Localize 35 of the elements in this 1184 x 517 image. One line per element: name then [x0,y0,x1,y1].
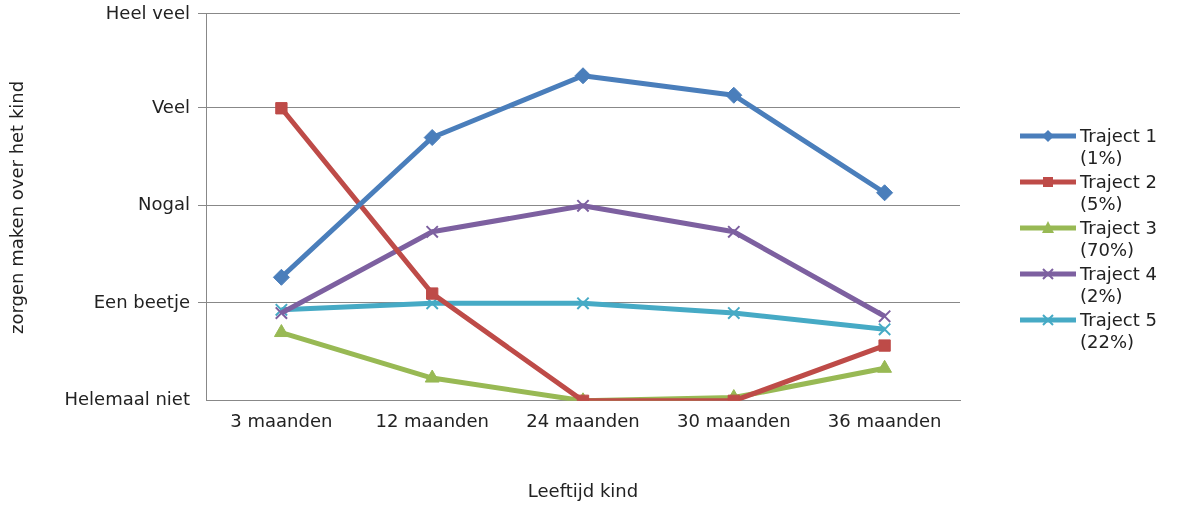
point [576,296,590,310]
point [574,67,592,85]
point [725,86,743,104]
text: zorgen maken over het kind [5,80,27,334]
x-tick-label: 12 maanden [375,410,489,432]
point [727,225,741,239]
ref-line-label: Nogal [138,193,190,215]
legend-label: Traject 5 (22%) [1080,309,1158,353]
point [275,102,288,115]
point [877,322,892,336]
x-tick-label: 24 maanden [526,410,640,432]
x-tick-label: 3 maanden [230,410,333,432]
point [876,184,894,202]
point [576,199,590,213]
point [727,306,741,320]
legend-label: Traject 3 (70%) [1080,217,1158,261]
x-tick-label: 30 maanden [677,410,791,432]
point [425,225,439,239]
point [878,339,891,352]
point [877,309,892,323]
x-axis-title: Leeftijd kind [527,479,639,501]
point [272,268,290,286]
ref-line-label: Heel veel [105,1,190,23]
point [273,324,289,338]
point [426,287,439,300]
legend-label: Traject 4 (2%) [1080,263,1158,307]
x-tick-label: 36 maanden [827,410,942,432]
point [423,129,441,147]
ref-line-label: Veel [151,95,190,117]
point [424,369,440,383]
ref-line-label: Een beetje [93,290,190,312]
legend-label: Traject 1 (1%) [1080,125,1158,169]
legend-label: Traject 2 (5%) [1080,171,1158,215]
text: Helemaal niet [64,388,190,410]
point [877,359,893,373]
